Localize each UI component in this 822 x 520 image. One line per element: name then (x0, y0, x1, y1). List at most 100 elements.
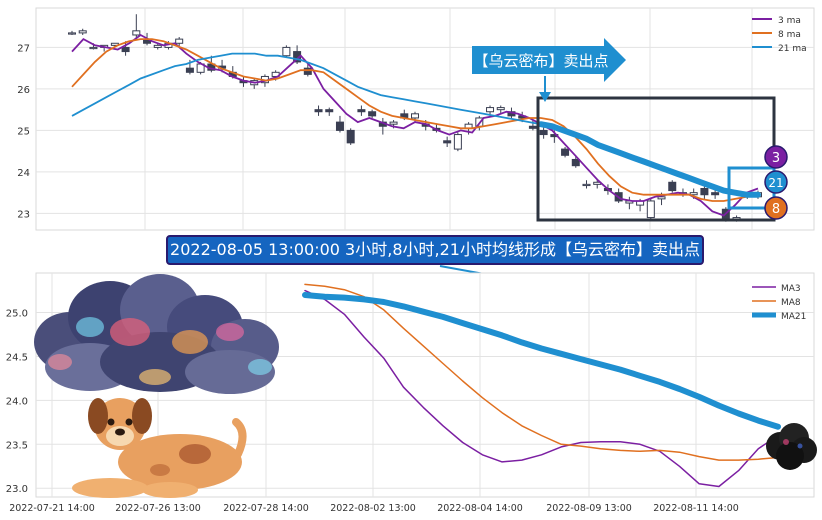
badge-ma8: 8 (764, 196, 788, 220)
candle-body (185, 67, 194, 73)
bottom-xtick-label: 2022-08-04 14:00 (437, 503, 523, 514)
top-line-3-ma (71, 33, 759, 217)
legend-label-21ma: 21 ma (778, 44, 807, 54)
candle-body (303, 67, 312, 75)
dark-storm-cloud-icon (766, 423, 817, 470)
bottom-ytick-label: 24.0 (6, 396, 28, 407)
top-callout: 【乌云密布】卖出点 (472, 38, 626, 102)
candle-body (486, 107, 495, 113)
top-line-8-ma (71, 38, 759, 202)
candle-body (121, 46, 130, 53)
candle-body (325, 109, 334, 113)
top-ytick-label: 26 (17, 85, 30, 96)
callout-label: 【乌云密布】卖出点 (473, 52, 608, 70)
top-ytick-label: 24 (17, 168, 30, 179)
candle-body (411, 113, 419, 119)
candle-body (539, 129, 548, 136)
bottom-xtick-label: 2022-08-02 13:00 (330, 503, 416, 514)
candle-body (89, 46, 98, 50)
candle-body (443, 140, 452, 144)
candle-body (528, 125, 537, 129)
candle-body (357, 109, 366, 113)
bottom-xtick-label: 2022-07-21 14:00 (9, 503, 95, 514)
storm-cloud-illustration (34, 274, 279, 394)
candle-body (132, 30, 141, 36)
bottom-y-axis: 23.0 23.5 24.0 24.5 25.0 (6, 309, 28, 496)
dog-muzzle (106, 426, 134, 446)
candle-body (668, 181, 677, 192)
candle-body (453, 134, 462, 150)
bottom-ma-lines (302, 283, 781, 488)
top-ytick-label: 25 (17, 126, 30, 137)
dog-leg-2 (142, 482, 198, 498)
bottom-ytick-label: 23.5 (6, 440, 28, 451)
top-ma-lines (71, 33, 761, 217)
bottom-xtick-label: 2022-07-28 14:00 (223, 503, 309, 514)
candle-body (78, 30, 87, 34)
candle-body (282, 46, 291, 57)
dog-nose (115, 428, 125, 436)
bottom-line-MA21 (302, 292, 781, 430)
bottom-ytick-label: 25.0 (6, 309, 28, 320)
top-ytick-label: 23 (17, 209, 30, 220)
dog-eye-left (107, 418, 115, 426)
signal-banner: 2022-08-05 13:00:00 3小时,8小时,21小时均线形成【乌云密… (166, 235, 704, 265)
badge-ma21-circle (764, 170, 788, 194)
top-ytick-label: 27 (17, 43, 30, 54)
dog-spot (179, 444, 211, 464)
badge-ma3-label: 3 (772, 151, 780, 166)
badge-ma3: 3 (764, 145, 788, 169)
bottom-line-MA3 (304, 289, 779, 488)
badge-ma8-circle (764, 196, 788, 220)
candle-body (646, 200, 655, 219)
bottom-xtick-label: 2022-07-26 13:00 (115, 503, 201, 514)
badge-ma21-label: 21 (768, 176, 783, 190)
bottom-ytick-label: 24.5 (6, 352, 28, 363)
badge-ma8-label: 8 (772, 202, 780, 217)
top-y-axis: 23 24 25 26 27 (17, 43, 30, 220)
legend-label-3ma: 3 ma (778, 16, 801, 26)
top-legend: 3 ma 8 ma 21 ma (752, 16, 807, 54)
candle-body (496, 107, 505, 111)
dog-illustration (72, 398, 247, 498)
bottom-xtick-label: 2022-08-09 13:00 (546, 503, 632, 514)
cloud-body (34, 274, 279, 394)
bottom-legend: MA3 MA8 MA21 (752, 284, 806, 322)
candle-body (368, 111, 377, 117)
legend-label-8ma: 8 ma (778, 30, 801, 40)
dog-ear-right (132, 398, 152, 434)
candle-body (582, 183, 591, 187)
dog-spot-2 (150, 464, 170, 476)
candle-body (175, 38, 184, 44)
bottom-x-axis: 2022-07-21 14:00 2022-07-26 13:00 2022-07-… (9, 503, 739, 514)
candle-body (689, 192, 698, 196)
dog-leg (72, 478, 148, 498)
dog-body (118, 434, 242, 490)
legend-label-ma8: MA8 (781, 298, 801, 308)
top-chart: 23 24 25 26 27 【乌云密布】卖出点 3 21 8 (17, 7, 815, 231)
dog-ear-left (88, 398, 108, 434)
bottom-line-MA8 (304, 283, 779, 461)
legend-label-ma3: MA3 (781, 284, 801, 294)
dog-eye-right (125, 418, 133, 426)
legend-label-ma21: MA21 (781, 312, 806, 322)
top-line-21ma-emphasis (537, 121, 761, 198)
bottom-xtick-label: 2022-08-11 14:00 (653, 503, 739, 514)
candle-body (314, 109, 323, 113)
bottom-ytick-label: 23.0 (6, 484, 28, 495)
candle-body (700, 188, 709, 196)
candle-body (711, 192, 720, 196)
end-badges: 3 21 8 (764, 145, 788, 220)
callout-pointer-head (539, 92, 551, 102)
dog-tail (232, 418, 247, 458)
candle-body (657, 196, 666, 200)
candle-body (335, 121, 344, 131)
candle-body (389, 121, 398, 125)
callout-arrow-shape (472, 38, 626, 82)
candle-body (571, 158, 580, 167)
candle-body (68, 32, 76, 35)
candle-body (346, 129, 355, 144)
badge-ma3-circle (764, 145, 788, 169)
candle-body (561, 148, 570, 156)
candle-body (153, 44, 162, 48)
